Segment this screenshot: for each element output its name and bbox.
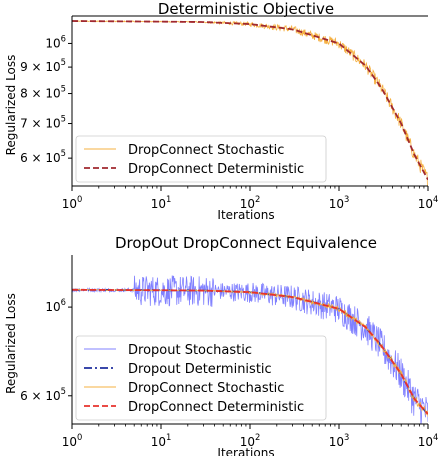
series-line-2 (72, 20, 428, 181)
x-tick-label-base: 10 (151, 197, 166, 211)
x-axis-label: Iterations (217, 208, 274, 222)
x-tick-label: 104 (418, 432, 439, 449)
x-axis-label: Iterations (217, 446, 274, 456)
x-tick-label-base: 10 (329, 435, 344, 449)
legend-label: DropConnect Stochastic (128, 143, 284, 158)
x-tick-label: 102 (240, 194, 261, 211)
y-tick-label-exp: 5 (61, 386, 66, 396)
x-tick-label: 103 (329, 432, 350, 449)
x-tick-label: 103 (329, 194, 350, 211)
x-tick-label-exp: 4 (433, 432, 438, 442)
y-tick-label: 7 × 105 (20, 114, 66, 131)
x-tick-label-exp: 2 (255, 194, 260, 204)
x-tick-label: 101 (151, 194, 172, 211)
y-tick-label-base: 9 × 10 (20, 60, 61, 74)
chart-title: DropOut DropConnect Equivalence (115, 234, 377, 252)
y-tick-label: 6 × 105 (20, 148, 66, 165)
x-tick-label: 102 (240, 432, 261, 449)
y-tick-label-exp: 5 (61, 148, 66, 158)
legend-box (75, 135, 327, 183)
x-tick-label-base: 10 (329, 197, 344, 211)
y-tick-label-exp: 5 (61, 57, 66, 67)
y-tick-label: 9 × 105 (20, 57, 66, 74)
y-tick-label-base: 8 × 10 (20, 87, 61, 101)
x-tick-label: 104 (418, 194, 439, 211)
legend: DropConnect Stochastic DropConnect Determ… (75, 135, 327, 183)
x-tick-label: 101 (151, 432, 172, 449)
x-tick-label-base: 10 (240, 435, 255, 449)
x-tick-label-base: 10 (151, 435, 166, 449)
y-tick-label: 6 × 105 (20, 386, 66, 403)
y-tick-label-base: 6 × 10 (20, 389, 61, 403)
x-tick-label-base: 10 (240, 197, 255, 211)
y-tick-label-base: 10 (45, 36, 60, 50)
y-tick-label-exp: 6 (61, 297, 66, 307)
x-tick-label-exp: 0 (77, 194, 82, 204)
legend-label: DropConnect Deterministic (128, 400, 304, 415)
x-tick-label: 100 (62, 432, 83, 449)
legend-label: DropConnect Deterministic (128, 162, 304, 177)
y-tick-label-exp: 5 (61, 114, 66, 124)
y-tick-label-base: 7 × 10 (20, 117, 61, 131)
x-tick-label: 100 (62, 194, 83, 211)
y-tick-label-base: 6 × 10 (20, 151, 61, 165)
y-tick-label: 106 (45, 33, 66, 50)
x-tick-label-exp: 3 (344, 432, 349, 442)
x-tick-label-base: 10 (418, 197, 433, 211)
x-tick-label-exp: 2 (255, 432, 260, 442)
legend-box (75, 335, 327, 421)
series-group (72, 20, 428, 186)
x-tick-label-exp: 3 (344, 194, 349, 204)
x-tick-label-exp: 4 (433, 194, 438, 204)
y-tick-label: 106 (45, 297, 66, 314)
x-tick-label-exp: 0 (77, 432, 82, 442)
x-tick-label-exp: 1 (166, 194, 171, 204)
legend-label: Dropout Stochastic (128, 343, 252, 358)
legend: Dropout Stochastic Dropout Deterministic D… (75, 335, 327, 421)
y-tick-label: 8 × 105 (20, 84, 66, 101)
series-group (72, 275, 428, 424)
y-tick-label-base: 10 (45, 300, 60, 314)
y-axis-label: Regularized Loss (4, 293, 18, 394)
x-tick-label-base: 10 (62, 435, 77, 449)
legend-label: Dropout Deterministic (128, 362, 272, 377)
y-tick-label-exp: 5 (61, 84, 66, 94)
x-tick-label-exp: 1 (166, 432, 171, 442)
x-tick-label-base: 10 (62, 197, 77, 211)
legend-label: DropConnect Stochastic (128, 381, 284, 396)
chart-title: Deterministic Objective (158, 0, 334, 18)
series-line-4 (72, 288, 428, 415)
y-tick-label-exp: 6 (61, 33, 66, 43)
x-tick-label-base: 10 (418, 435, 433, 449)
y-axis-label: Regularized Loss (4, 55, 18, 156)
